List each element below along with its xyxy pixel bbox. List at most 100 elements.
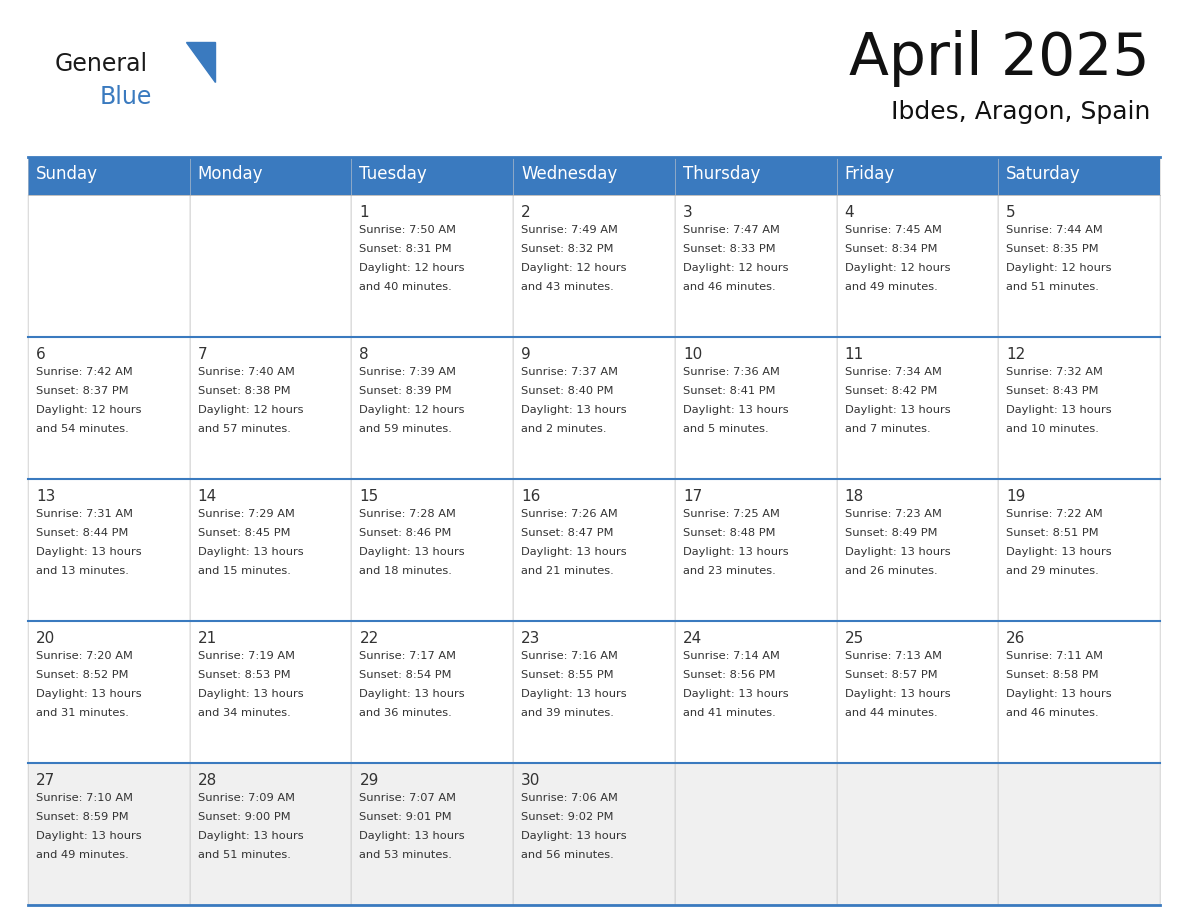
Text: Monday: Monday <box>197 165 264 183</box>
Bar <box>675 195 836 337</box>
Text: and 44 minutes.: and 44 minutes. <box>845 708 937 718</box>
Text: 19: 19 <box>1006 489 1025 504</box>
Text: Daylight: 13 hours: Daylight: 13 hours <box>197 547 303 557</box>
Bar <box>190 763 352 905</box>
Text: and 5 minutes.: and 5 minutes. <box>683 424 769 434</box>
Bar <box>190 157 352 195</box>
Text: 26: 26 <box>1006 631 1025 646</box>
Bar <box>513 763 675 905</box>
Text: Daylight: 13 hours: Daylight: 13 hours <box>36 689 141 699</box>
Text: Sunset: 8:57 PM: Sunset: 8:57 PM <box>845 670 937 680</box>
Bar <box>513 337 675 479</box>
Text: Sunrise: 7:28 AM: Sunrise: 7:28 AM <box>360 509 456 519</box>
Text: and 2 minutes.: and 2 minutes. <box>522 424 607 434</box>
Text: 2: 2 <box>522 205 531 220</box>
Bar <box>513 621 675 763</box>
Text: 17: 17 <box>683 489 702 504</box>
Text: and 59 minutes.: and 59 minutes. <box>360 424 453 434</box>
Text: Sunrise: 7:44 AM: Sunrise: 7:44 AM <box>1006 225 1102 235</box>
Text: Sunset: 8:45 PM: Sunset: 8:45 PM <box>197 528 290 538</box>
Text: Daylight: 13 hours: Daylight: 13 hours <box>683 547 789 557</box>
Text: Sunrise: 7:07 AM: Sunrise: 7:07 AM <box>360 793 456 803</box>
Text: Thursday: Thursday <box>683 165 760 183</box>
Text: Sunset: 8:39 PM: Sunset: 8:39 PM <box>360 386 453 396</box>
Text: 22: 22 <box>360 631 379 646</box>
Text: Sunrise: 7:25 AM: Sunrise: 7:25 AM <box>683 509 779 519</box>
Text: Sunrise: 7:19 AM: Sunrise: 7:19 AM <box>197 651 295 661</box>
Text: Sunset: 8:53 PM: Sunset: 8:53 PM <box>197 670 290 680</box>
Bar <box>998 621 1159 763</box>
Text: Daylight: 13 hours: Daylight: 13 hours <box>845 689 950 699</box>
Text: Sunset: 8:58 PM: Sunset: 8:58 PM <box>1006 670 1099 680</box>
Text: Sunset: 8:46 PM: Sunset: 8:46 PM <box>360 528 451 538</box>
Text: 7: 7 <box>197 347 208 362</box>
Text: Friday: Friday <box>845 165 895 183</box>
Text: Sunday: Sunday <box>36 165 97 183</box>
Text: Daylight: 12 hours: Daylight: 12 hours <box>197 405 303 415</box>
Text: Daylight: 13 hours: Daylight: 13 hours <box>36 831 141 841</box>
Text: Daylight: 12 hours: Daylight: 12 hours <box>845 263 950 273</box>
Text: Sunrise: 7:31 AM: Sunrise: 7:31 AM <box>36 509 133 519</box>
Text: Sunrise: 7:17 AM: Sunrise: 7:17 AM <box>360 651 456 661</box>
Text: Sunset: 8:56 PM: Sunset: 8:56 PM <box>683 670 776 680</box>
Bar <box>836 195 998 337</box>
Text: 24: 24 <box>683 631 702 646</box>
Text: and 18 minutes.: and 18 minutes. <box>360 566 453 576</box>
Text: and 51 minutes.: and 51 minutes. <box>197 850 291 860</box>
Text: Sunrise: 7:20 AM: Sunrise: 7:20 AM <box>36 651 133 661</box>
Bar <box>29 621 190 763</box>
Text: and 13 minutes.: and 13 minutes. <box>36 566 128 576</box>
Text: Sunrise: 7:50 AM: Sunrise: 7:50 AM <box>360 225 456 235</box>
Text: Daylight: 13 hours: Daylight: 13 hours <box>845 405 950 415</box>
Text: 21: 21 <box>197 631 217 646</box>
Text: Daylight: 13 hours: Daylight: 13 hours <box>36 547 141 557</box>
Text: 6: 6 <box>36 347 46 362</box>
Bar <box>513 195 675 337</box>
Bar <box>836 157 998 195</box>
Bar <box>513 157 675 195</box>
Text: and 10 minutes.: and 10 minutes. <box>1006 424 1099 434</box>
Text: Wednesday: Wednesday <box>522 165 618 183</box>
Text: 27: 27 <box>36 773 56 788</box>
Text: 28: 28 <box>197 773 217 788</box>
Text: Daylight: 13 hours: Daylight: 13 hours <box>522 689 627 699</box>
Text: Sunrise: 7:47 AM: Sunrise: 7:47 AM <box>683 225 779 235</box>
Text: and 51 minutes.: and 51 minutes. <box>1006 282 1099 292</box>
Text: Daylight: 12 hours: Daylight: 12 hours <box>36 405 141 415</box>
Text: and 31 minutes.: and 31 minutes. <box>36 708 128 718</box>
Text: Sunrise: 7:13 AM: Sunrise: 7:13 AM <box>845 651 942 661</box>
Bar <box>29 337 190 479</box>
Bar <box>836 621 998 763</box>
Text: Sunrise: 7:34 AM: Sunrise: 7:34 AM <box>845 367 941 377</box>
Bar <box>998 763 1159 905</box>
Text: Sunset: 8:49 PM: Sunset: 8:49 PM <box>845 528 937 538</box>
Text: and 39 minutes.: and 39 minutes. <box>522 708 614 718</box>
Text: Daylight: 12 hours: Daylight: 12 hours <box>360 405 465 415</box>
Bar <box>998 479 1159 621</box>
Text: Daylight: 12 hours: Daylight: 12 hours <box>360 263 465 273</box>
Polygon shape <box>187 42 215 82</box>
Text: Sunrise: 7:11 AM: Sunrise: 7:11 AM <box>1006 651 1104 661</box>
Text: Sunrise: 7:26 AM: Sunrise: 7:26 AM <box>522 509 618 519</box>
Text: and 54 minutes.: and 54 minutes. <box>36 424 128 434</box>
Bar <box>29 195 190 337</box>
Text: 23: 23 <box>522 631 541 646</box>
Text: Daylight: 12 hours: Daylight: 12 hours <box>683 263 789 273</box>
Text: Daylight: 13 hours: Daylight: 13 hours <box>197 689 303 699</box>
Bar <box>675 479 836 621</box>
Text: Daylight: 13 hours: Daylight: 13 hours <box>683 405 789 415</box>
Text: Sunrise: 7:23 AM: Sunrise: 7:23 AM <box>845 509 941 519</box>
Text: 13: 13 <box>36 489 56 504</box>
Text: and 53 minutes.: and 53 minutes. <box>360 850 453 860</box>
Text: Daylight: 13 hours: Daylight: 13 hours <box>197 831 303 841</box>
Bar <box>352 337 513 479</box>
Text: 10: 10 <box>683 347 702 362</box>
Text: Sunrise: 7:22 AM: Sunrise: 7:22 AM <box>1006 509 1102 519</box>
Text: Daylight: 13 hours: Daylight: 13 hours <box>845 547 950 557</box>
Bar <box>352 157 513 195</box>
Text: 15: 15 <box>360 489 379 504</box>
Text: Sunset: 9:02 PM: Sunset: 9:02 PM <box>522 812 614 822</box>
Text: April 2025: April 2025 <box>849 30 1150 87</box>
Text: Sunrise: 7:49 AM: Sunrise: 7:49 AM <box>522 225 618 235</box>
Text: Sunset: 8:55 PM: Sunset: 8:55 PM <box>522 670 614 680</box>
